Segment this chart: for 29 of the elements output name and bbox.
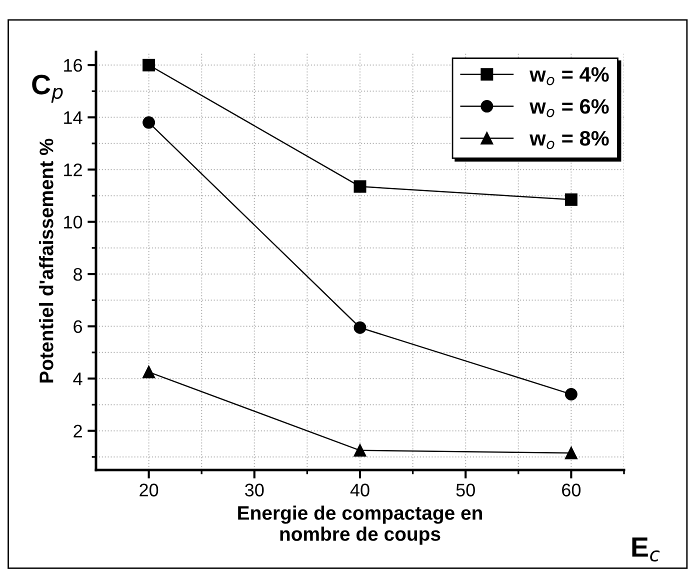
x-tick-label: 30 <box>245 484 264 496</box>
y-tick-label: 2 <box>74 424 82 438</box>
text: C$_{p}$ <box>32 74 63 103</box>
point <box>564 193 578 206</box>
y-tick-label: 16 <box>64 58 82 72</box>
point <box>142 366 156 378</box>
y-tick-label: 12 <box>64 163 82 176</box>
legend-label: w$_{o}$ = 4% <box>530 67 609 86</box>
y-tick-label: 14 <box>64 111 82 124</box>
legend-label: w$_{o}$ = 6% <box>530 99 609 118</box>
x-tick-label: 50 <box>456 484 475 496</box>
y-tick-label: 10 <box>64 216 82 229</box>
point <box>354 321 366 334</box>
point <box>142 116 156 129</box>
text: E$_{c}$ <box>632 538 660 562</box>
y-tick-label: 4 <box>73 372 82 386</box>
y-tick-label: 6 <box>74 320 82 334</box>
point <box>354 180 366 193</box>
y-axis-title: Potentiel d'affaissement % <box>39 138 54 382</box>
point <box>564 388 578 400</box>
x-tick-label: 60 <box>562 484 581 496</box>
point <box>354 444 366 457</box>
x-axis-title: Energie de compactage en nombre de coups <box>238 506 482 545</box>
point <box>142 58 156 72</box>
x-tick-label: 20 <box>140 484 158 496</box>
x-tick-label: 40 <box>350 484 370 496</box>
legend-label: w$_{o}$ = 8% <box>530 130 609 150</box>
y-tick-label: 8 <box>74 268 82 281</box>
point <box>564 446 578 460</box>
